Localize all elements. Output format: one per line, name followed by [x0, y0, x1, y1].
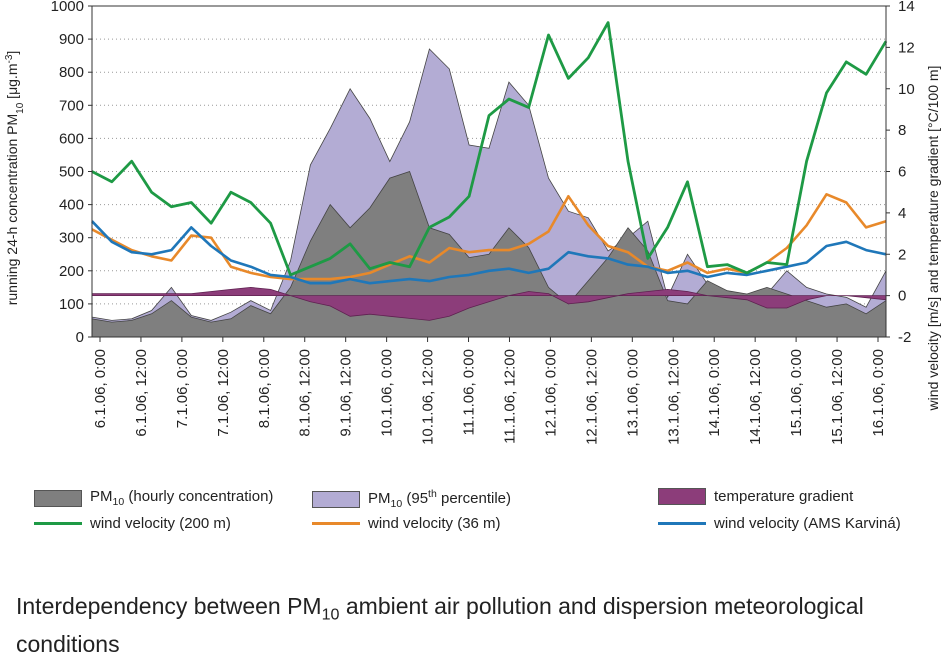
legend-label-w200: wind velocity (200 m): [90, 515, 231, 532]
x-tick-label: 14.1.06, 0:00: [706, 349, 723, 437]
y-right-tick-label: 4: [898, 205, 906, 222]
x-tick-label: 7.1.06, 12:00: [215, 349, 232, 437]
legend-label-ams: wind velocity (AMS Karviná): [714, 515, 901, 532]
series-area-p95: [91, 48, 887, 338]
y-right-tick-label: 10: [898, 81, 915, 98]
series-line-wind-200m: [91, 21, 888, 277]
y-right-tick-label: 0: [898, 288, 906, 305]
x-tick-label: 10.1.06, 0:00: [379, 349, 396, 437]
y-left-tick-label: 200: [59, 263, 84, 280]
y-left-tick-label: 700: [59, 97, 84, 114]
y-axis-right-label: wind velocity [m/s] and temperature grad…: [925, 66, 941, 412]
legend-item-temp: temperature gradient: [658, 488, 853, 505]
x-tick-label: 11.1.06, 0:00: [461, 349, 478, 435]
legend-item-ams: wind velocity (AMS Karviná): [658, 515, 901, 532]
legend-swatch-hourly: [34, 489, 82, 507]
legend: PM10 (hourly concentration) PM10 (95th p…: [0, 482, 950, 542]
x-tick-label: 8.1.06, 12:00: [297, 349, 314, 437]
x-tick-label: 13.1.06, 0:00: [624, 349, 641, 437]
y-left-tick-label: 1000: [51, 0, 84, 15]
x-tick-label: 11.1.06, 12:00: [502, 349, 519, 444]
legend-swatch-temp: [658, 488, 706, 505]
legend-swatch-w200: [34, 522, 82, 525]
y-left-tick-label: 100: [59, 296, 84, 313]
axes: 0 100 200 300 400 500 600 700 800 900 1000 -2 0 2 4 6 8 1…: [51, 0, 915, 445]
y-right-tick-label: 8: [898, 122, 906, 139]
y-left-tick-label: 800: [59, 64, 84, 81]
legend-swatch-ams: [658, 522, 706, 525]
x-tick-label: 15.1.06, 12:00: [829, 349, 846, 445]
legend-swatch-w36: [312, 522, 360, 525]
plot-area: [91, 21, 888, 338]
legend-item-hourly: PM10 (hourly concentration): [34, 488, 273, 508]
legend-item-w36: wind velocity (36 m): [312, 515, 501, 532]
x-tick-label: 10.1.06, 12:00: [420, 349, 437, 445]
y-right-tick-label: 6: [898, 164, 906, 181]
x-tick-label: 16.1.06, 0:00: [870, 349, 887, 437]
legend-label-w36: wind velocity (36 m): [368, 515, 501, 532]
legend-label-hourly: PM10 (hourly concentration): [90, 488, 274, 508]
x-tick-label: 6.1.06, 0:00: [92, 349, 109, 428]
x-tick-label: 12.1.06, 0:00: [542, 349, 559, 437]
x-tick-label: 13.1.06, 12:00: [665, 349, 682, 445]
y-right-tick-label: 14: [898, 0, 915, 15]
x-tick-label: 12.1.06, 12:00: [583, 349, 600, 445]
series-line-wind-ams: [91, 220, 887, 285]
y-left-tick-label: 500: [59, 164, 84, 181]
x-tick-label: 9.1.06, 12:00: [338, 349, 355, 437]
x-tick-label: 6.1.06, 12:00: [133, 349, 150, 437]
plot-frame: [91, 5, 887, 338]
y-right-tick-label: 12: [898, 39, 915, 56]
legend-label-temp: temperature gradient: [714, 488, 854, 505]
x-tick-label: 8.1.06, 0:00: [256, 349, 273, 428]
y-left-tick-label: 600: [59, 130, 84, 147]
legend-label-p95: PM10 (95th percentile): [368, 488, 512, 510]
x-tick-label: 7.1.06, 0:00: [174, 349, 191, 428]
y-axis-left-label: running 24-h concentration PM10 [μg.m-3]: [4, 51, 26, 306]
y-left-tick-label: 400: [59, 197, 84, 214]
y-right-tick-label: -2: [898, 329, 911, 346]
legend-item-w200: wind velocity (200 m): [34, 515, 231, 532]
legend-item-p95: PM10 (95th percentile): [312, 488, 511, 510]
y-left-tick-label: 0: [76, 329, 84, 346]
x-tick-label: 14.1.06, 12:00: [747, 349, 764, 445]
y-right-tick-label: 2: [898, 246, 906, 263]
x-tick-label: 15.1.06, 0:00: [788, 349, 805, 437]
chart-canvas: 0 100 200 300 400 500 600 700 800 900 1000 -2 0 2 4 6 8 1…: [4, 0, 942, 445]
y-left-tick-label: 300: [59, 230, 84, 247]
figure-caption: Interdependency between PM10 ambient air…: [16, 593, 864, 657]
legend-swatch-p95: [312, 490, 360, 508]
series-area-temperature-gradient: [91, 286, 887, 321]
y-left-tick-label: 900: [59, 31, 84, 48]
